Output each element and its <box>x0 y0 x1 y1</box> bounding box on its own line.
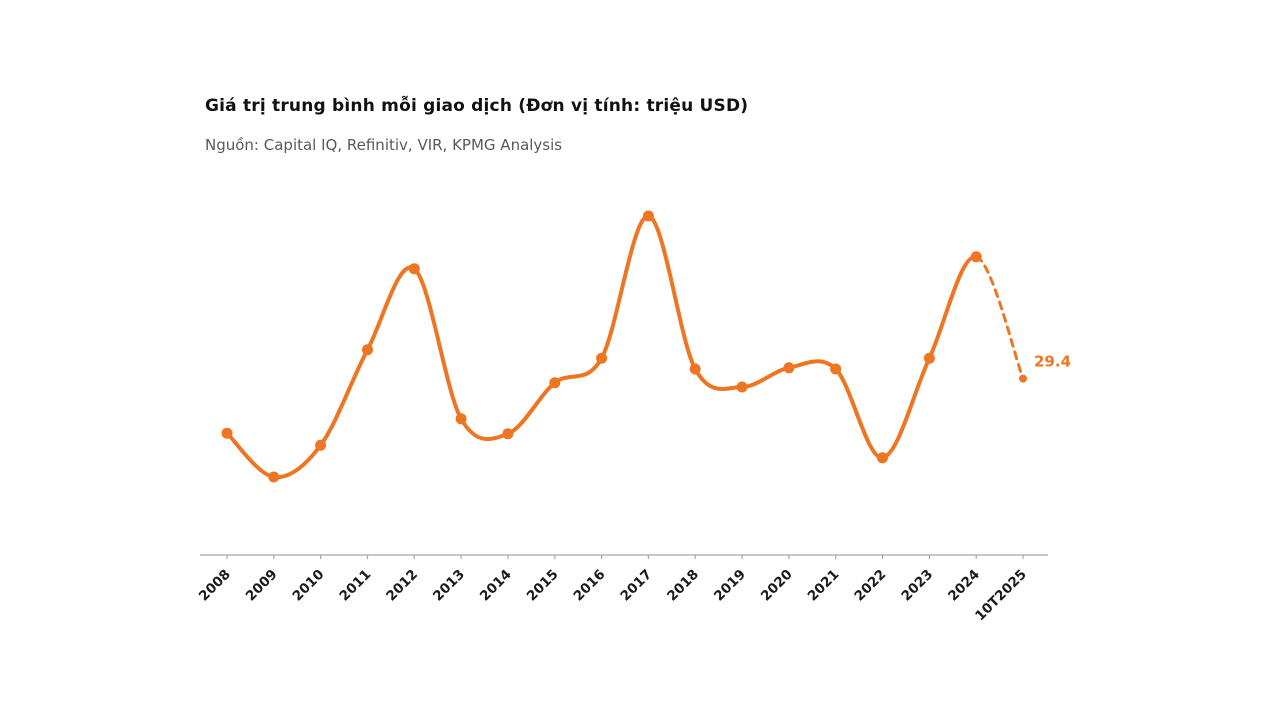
data-point-marker <box>315 439 327 451</box>
data-point-marker <box>502 428 514 440</box>
x-axis-label: 2018 <box>664 567 702 605</box>
page-title: Giá trị trung bình mỗi giao dịch (Đơn vị… <box>205 96 749 116</box>
x-axis-label: 10T2025 <box>972 567 1030 625</box>
x-axis-label: 2017 <box>617 567 655 605</box>
x-axis-label: 2016 <box>571 567 609 605</box>
data-point-marker <box>455 413 467 425</box>
x-axis-label: 2009 <box>243 567 281 605</box>
data-point-marker <box>689 363 701 375</box>
data-point-marker <box>877 452 888 464</box>
value-annotation: 29.4 <box>1034 353 1071 371</box>
x-axis-label: 2023 <box>898 567 936 605</box>
data-point-marker <box>970 251 982 263</box>
series-line-dashed <box>974 255 1025 381</box>
data-point-marker <box>923 352 935 364</box>
data-point-marker <box>1019 374 1027 383</box>
x-axis-label: 2010 <box>290 567 328 605</box>
x-axis-label: 2008 <box>196 567 234 605</box>
x-axis-label: 2011 <box>336 567 374 605</box>
series-line <box>225 214 979 480</box>
x-axis-label: 2021 <box>805 567 843 605</box>
data-point-marker <box>549 377 561 389</box>
source-caption: Nguồn: Capital IQ, Refinitiv, VIR, KPMG … <box>205 136 563 154</box>
data-point-marker <box>408 263 420 275</box>
data-point-marker <box>830 363 842 375</box>
x-axis-label: 2012 <box>383 567 421 605</box>
x-axis-label: 2013 <box>430 567 468 605</box>
x-axis-label: 2015 <box>524 567 562 605</box>
data-point-marker <box>362 344 373 356</box>
x-axis-label: 2024 <box>945 567 983 605</box>
data-point-marker <box>736 381 748 393</box>
data-point-marker <box>596 352 608 364</box>
x-axis-label: 2020 <box>758 567 796 605</box>
data-point-marker <box>221 427 233 439</box>
data-point-marker <box>783 362 795 374</box>
x-axis-label: 2022 <box>851 567 889 605</box>
data-point-marker <box>268 471 280 483</box>
x-axis-label: 2014 <box>477 567 515 605</box>
x-axis-label: 2019 <box>711 567 749 605</box>
data-point-marker <box>642 210 654 222</box>
